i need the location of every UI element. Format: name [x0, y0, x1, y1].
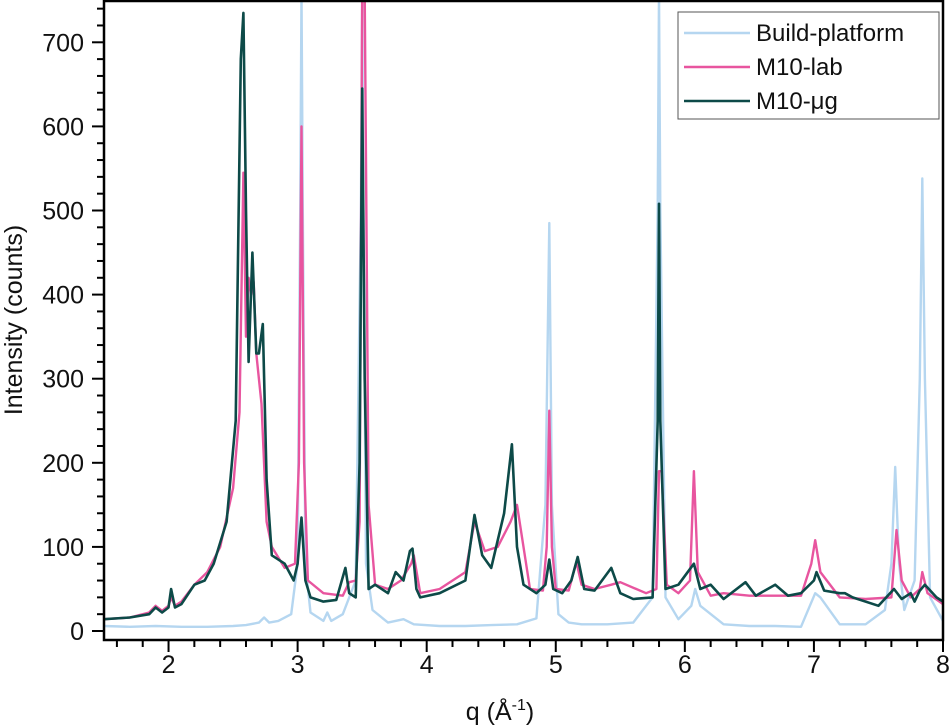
y-tick-label: 700: [42, 29, 84, 57]
y-tick-label: 0: [70, 618, 84, 646]
x-tick-label: 2: [162, 651, 176, 679]
legend-label: M10-μg: [756, 88, 838, 115]
x-tick-label: 5: [549, 651, 563, 679]
y-axis: 0 100 200 300 400 500 600 700: [42, 7, 104, 646]
y-tick-label: 200: [42, 450, 84, 478]
x-axis: 2 3 4 5 6 7 8: [115, 640, 950, 679]
legend: Build-platform M10-lab M10-μg: [677, 11, 940, 120]
x-tick-label: 4: [420, 651, 434, 679]
x-tick-label: 7: [807, 651, 821, 679]
x-axis-title: q (Å-1): [466, 696, 534, 726]
y-tick-label: 400: [42, 282, 84, 310]
series-line-m10-g: [104, 11, 943, 621]
x-tick-label: 8: [936, 651, 950, 679]
y-tick-label: 500: [42, 198, 84, 226]
legend-label: Build-platform: [756, 20, 904, 47]
x-tick-label: 6: [678, 651, 692, 679]
plot-frame: [102, 0, 945, 642]
x-tick-label: 3: [291, 651, 305, 679]
legend-label: M10-lab: [756, 54, 843, 81]
y-tick-label: 100: [42, 534, 84, 562]
y-tick-label: 300: [42, 366, 84, 394]
y-axis-title: Intensity (counts): [0, 225, 28, 415]
y-tick-label: 600: [42, 113, 84, 141]
plot-area: [104, 1, 943, 628]
